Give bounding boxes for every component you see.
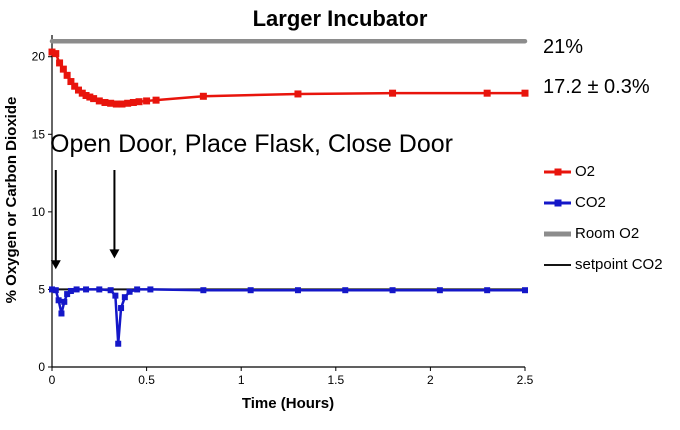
svg-text:10: 10	[32, 205, 46, 219]
y-axis-title: % Oxygen or Carbon Dioxide	[3, 97, 20, 304]
svg-text:0: 0	[38, 360, 45, 374]
svg-text:0: 0	[49, 373, 56, 387]
svg-text:0.5: 0.5	[138, 373, 155, 387]
svg-text:20: 20	[32, 50, 46, 64]
chart-title: Larger Incubator	[252, 6, 428, 31]
legend-item-o2: O2	[544, 156, 663, 187]
door-annotation: Open Door, Place Flask, Close Door	[50, 130, 453, 158]
final-o2-value-label: 17.2 ± 0.3%	[543, 76, 650, 98]
svg-text:1.5: 1.5	[327, 373, 344, 387]
legend-item-co2: CO2	[544, 187, 663, 218]
legend: O2 CO2 Room O2 setpoint CO2	[544, 156, 663, 280]
legend-label-room-o2: Room O2	[575, 225, 640, 242]
svg-text:2: 2	[427, 373, 434, 387]
legend-label-co2: CO2	[575, 194, 606, 211]
legend-label-o2: O2	[575, 163, 596, 180]
legend-item-setpoint-co2: setpoint CO2	[544, 249, 663, 280]
o2-line-swatch-icon	[544, 166, 571, 178]
co2-line-swatch-icon	[544, 197, 571, 209]
x-axis-title: Time (Hours)	[242, 395, 334, 412]
room-o2-line-swatch-icon	[544, 228, 571, 240]
svg-text:15: 15	[32, 127, 46, 141]
svg-text:2.5: 2.5	[517, 373, 534, 387]
legend-item-room-o2: Room O2	[544, 218, 663, 249]
svg-text:1: 1	[238, 373, 245, 387]
room-o2-value-label: 21%	[543, 36, 584, 58]
legend-label-setpoint-co2: setpoint CO2	[575, 256, 663, 273]
setpoint-co2-line-swatch-icon	[544, 259, 571, 271]
svg-text:5: 5	[38, 282, 45, 296]
